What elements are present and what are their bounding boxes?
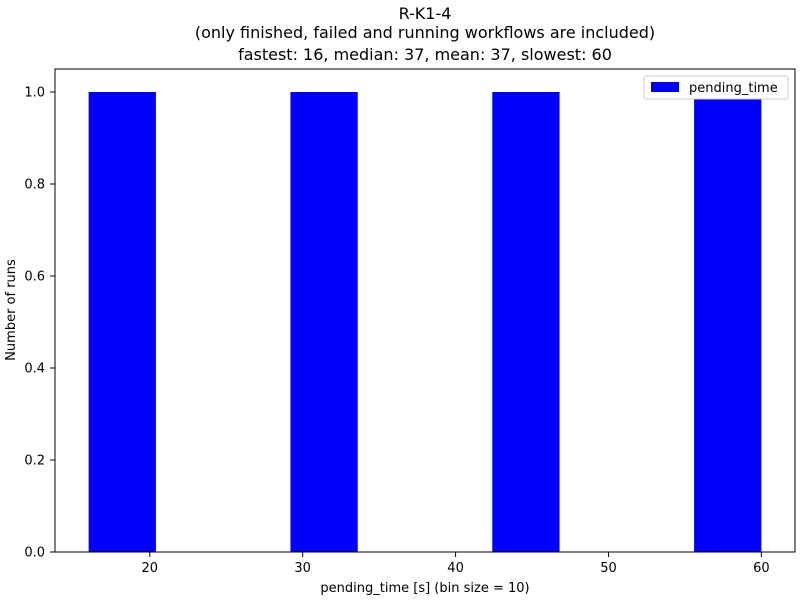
x-tick-label: 40 bbox=[447, 561, 464, 576]
y-tick-label: 0.4 bbox=[24, 362, 45, 377]
chart-summary-stats: fastest: 16, median: 37, mean: 37, slowe… bbox=[238, 45, 612, 64]
bar-pending-time-4 bbox=[694, 92, 762, 552]
x-tick-label: 20 bbox=[142, 561, 159, 576]
y-tick-label: 0.8 bbox=[24, 178, 45, 193]
bar-pending-time-3 bbox=[492, 92, 560, 552]
x-axis-ticks: 20 30 40 50 60 bbox=[142, 552, 770, 576]
y-tick-label: 1.0 bbox=[24, 86, 45, 101]
plot-area-frame bbox=[54, 68, 796, 553]
y-tick-label: 0.6 bbox=[24, 270, 45, 285]
y-tick-label: 0.2 bbox=[24, 454, 45, 469]
bars-layer bbox=[88, 92, 762, 552]
chart-title: R-K1-4 bbox=[399, 4, 452, 23]
bar-pending-time-2 bbox=[290, 92, 358, 552]
y-tick-label: 0.0 bbox=[24, 546, 45, 561]
y-axis-label: Number of runs bbox=[4, 259, 19, 361]
legend: pending_time bbox=[643, 75, 789, 100]
legend-swatch-pending-time bbox=[651, 82, 679, 92]
x-axis-label: pending_time [s] (bin size = 10) bbox=[320, 581, 529, 596]
x-tick-label: 60 bbox=[753, 561, 770, 576]
chart-subtitle: (only finished, failed and running workf… bbox=[195, 23, 655, 42]
bar-pending-time-1 bbox=[88, 92, 156, 552]
x-tick-label: 50 bbox=[600, 561, 617, 576]
x-tick-label: 30 bbox=[294, 561, 311, 576]
legend-label-pending-time: pending_time bbox=[689, 81, 778, 96]
y-axis-ticks: 0.0 0.2 0.4 0.6 0.8 1.0 bbox=[24, 86, 55, 561]
legend-box bbox=[643, 75, 789, 100]
